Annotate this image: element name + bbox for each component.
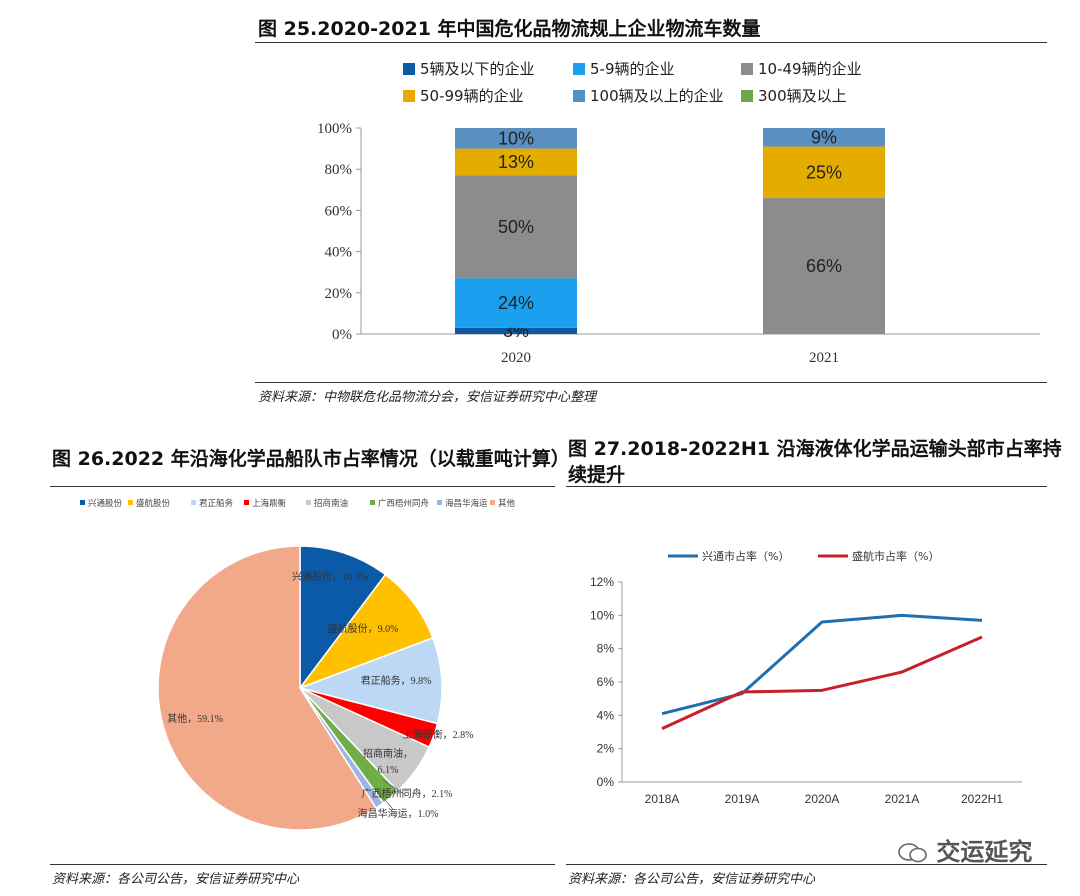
fig26-leader-line-6 bbox=[377, 791, 393, 809]
fig26-legend-label-0: 兴通股份 bbox=[88, 498, 123, 509]
fig26-legend-swatch-5 bbox=[370, 500, 375, 505]
fig27-ytick-label: 4% bbox=[597, 708, 615, 722]
fig26-slice-label-2: 君正船务，9.8% bbox=[361, 674, 432, 687]
watermark-text: 交运延究 bbox=[936, 838, 1033, 866]
fig25-data-label: 10% bbox=[498, 128, 534, 148]
fig26-title: 图 26.2022 年沿海化学品船队市占率情况（以载重吨计算） bbox=[52, 448, 570, 470]
fig27-ytick-label: 0% bbox=[597, 775, 615, 789]
fig26-legend-label-4: 招商南油 bbox=[314, 498, 348, 509]
fig27-xtick-label: 2018A bbox=[645, 792, 680, 806]
fig25-legend-label-3: 50-99辆的企业 bbox=[420, 87, 524, 105]
fig25-bar-2020-2 bbox=[455, 175, 577, 279]
fig27-source-rule bbox=[566, 864, 1047, 865]
fig25-legend-label-4: 100辆及以上的企业 bbox=[590, 87, 724, 105]
fig27-ytick-label: 12% bbox=[590, 575, 614, 589]
fig26-legend-swatch-2 bbox=[191, 500, 196, 505]
fig26-slice-0 bbox=[299, 545, 387, 691]
fig25-legend-label-1: 5-9辆的企业 bbox=[590, 60, 675, 78]
fig27-ytick-label: 10% bbox=[590, 608, 614, 622]
fig25-bar-2020-1 bbox=[455, 278, 577, 328]
fig26-legend-swatch-1 bbox=[128, 500, 133, 505]
fig27-xtick-label: 2020A bbox=[805, 792, 840, 806]
fig26-slice-label-1: 盛航股份，9.0% bbox=[328, 622, 399, 635]
fig26-slice-label-0: 兴通股份，10.3% bbox=[292, 571, 368, 583]
fig25-bar-2021-2 bbox=[763, 198, 885, 334]
watermark: 交运延究 bbox=[898, 832, 1032, 867]
fig25-source-rule bbox=[255, 382, 1047, 383]
fig27-title-line2: 续提升 bbox=[568, 464, 626, 486]
fig25-ytick-label: 0% bbox=[332, 327, 352, 343]
fig27-series-line-1 bbox=[661, 635, 983, 731]
fig27-title-rule bbox=[566, 486, 1047, 487]
fig25-ytick-label: 20% bbox=[325, 286, 353, 302]
fig26-legend-label-5: 广西梧州同舟 bbox=[378, 498, 430, 509]
fig27-xtick-label: 2022H1 bbox=[961, 792, 1003, 806]
fig25-legend-label-5: 300辆及以上 bbox=[758, 87, 847, 105]
fig26-source-rule bbox=[50, 864, 555, 865]
fig26-slice-1 bbox=[297, 573, 434, 690]
fig25-bar-2020-3 bbox=[455, 148, 577, 176]
fig26-legend-label-1: 盛航股份 bbox=[136, 498, 171, 509]
fig25-title: 图 25.2020-2021 年中国危化品物流规上企业物流车数量 bbox=[258, 18, 761, 40]
fig25-legend-swatch-0 bbox=[403, 63, 415, 75]
fig27-xtick-label: 2019A bbox=[725, 792, 760, 806]
fig27-title-line1: 图 27.2018-2022H1 沿海液体化学品运输头部市占率持 bbox=[568, 438, 1062, 460]
fig25-bar-2021-3 bbox=[763, 146, 885, 199]
fig26-slice-7 bbox=[157, 545, 377, 831]
fig25-legend-swatch-2 bbox=[741, 63, 753, 75]
fig26-legend-swatch-3 bbox=[244, 500, 249, 505]
fig25-bar-2020-4 bbox=[455, 128, 577, 149]
fig25-ytick-label: 100% bbox=[317, 121, 352, 137]
fig26-legend-label-7: 其他 bbox=[498, 498, 516, 509]
fig25-legend-label-2: 10-49辆的企业 bbox=[758, 60, 862, 78]
fig26-slice-label-4-b: 6.1% bbox=[378, 765, 399, 776]
fig26-legend-swatch-6 bbox=[437, 500, 442, 505]
fig25-ytick-label: 60% bbox=[325, 203, 353, 219]
fig27-ytick-label: 8% bbox=[597, 642, 615, 656]
fig26-legend-swatch-7 bbox=[490, 500, 495, 505]
fig25-data-label: 25% bbox=[806, 162, 842, 182]
fig26-slice-label-3: 上海鼎衡，2.8% bbox=[403, 728, 474, 741]
fig27-legend-label-0: 兴通市占率（%） bbox=[702, 549, 789, 563]
fig25-data-label: 24% bbox=[498, 293, 534, 313]
fig25-bar-2021-4 bbox=[763, 128, 885, 147]
fig25-bar-2020-0 bbox=[455, 327, 577, 334]
fig26-legend-swatch-4 bbox=[306, 500, 311, 505]
wechat-icon bbox=[898, 842, 928, 864]
fig25-source: 资料来源：中物联危化品物流分会，安信证券研究中心整理 bbox=[258, 390, 597, 405]
fig26-slice-label-7: 其他，59.1% bbox=[167, 712, 223, 725]
fig25-data-label: 9% bbox=[811, 127, 837, 147]
fig25-legend-swatch-4 bbox=[573, 90, 585, 102]
fig27-ytick-label: 6% bbox=[597, 675, 615, 689]
fig27-xtick-label: 2021A bbox=[885, 792, 920, 806]
fig25-xtick-label: 2020 bbox=[501, 350, 531, 366]
fig26-slice-label-5: 广西梧州同舟，2.1% bbox=[362, 787, 453, 800]
fig25-xtick-label: 2021 bbox=[809, 350, 839, 366]
fig25-title-rule bbox=[255, 42, 1047, 43]
fig26-legend-label-6: 海昌华海运 bbox=[445, 498, 488, 509]
fig26-source: 资料来源：各公司公告，安信证券研究中心 bbox=[52, 872, 300, 887]
fig27-series-line-0 bbox=[661, 613, 983, 716]
fig25-legend-swatch-5 bbox=[741, 90, 753, 102]
fig27-source: 资料来源：各公司公告，安信证券研究中心 bbox=[568, 872, 816, 887]
fig26-leader-line-5 bbox=[382, 779, 405, 795]
fig26-legend-label-2: 君正船务 bbox=[199, 498, 234, 509]
fig25-data-label: 13% bbox=[498, 152, 534, 172]
fig25-legend-swatch-1 bbox=[573, 63, 585, 75]
fig25-legend-swatch-3 bbox=[403, 90, 415, 102]
fig26-legend-label-3: 上海鼎衡 bbox=[252, 498, 287, 509]
fig25-legend-label-0: 5辆及以下的企业 bbox=[420, 60, 535, 78]
fig25-data-label: 50% bbox=[498, 217, 534, 237]
fig25-data-label: 66% bbox=[806, 256, 842, 276]
fig25-ytick-label: 80% bbox=[325, 162, 353, 178]
fig26-slice-2 bbox=[297, 636, 443, 725]
fig27-ytick-label: 2% bbox=[597, 742, 615, 756]
fig26-slice-label-4: 招商南油， bbox=[363, 747, 413, 760]
fig27-legend-label-1: 盛航市占率（%） bbox=[852, 549, 939, 563]
fig25-ytick-label: 40% bbox=[325, 245, 353, 261]
fig26-title-rule bbox=[50, 486, 555, 487]
fig26-legend-swatch-0 bbox=[80, 500, 85, 505]
fig26-slice-label-6: 海昌华海运，1.0% bbox=[358, 807, 439, 820]
